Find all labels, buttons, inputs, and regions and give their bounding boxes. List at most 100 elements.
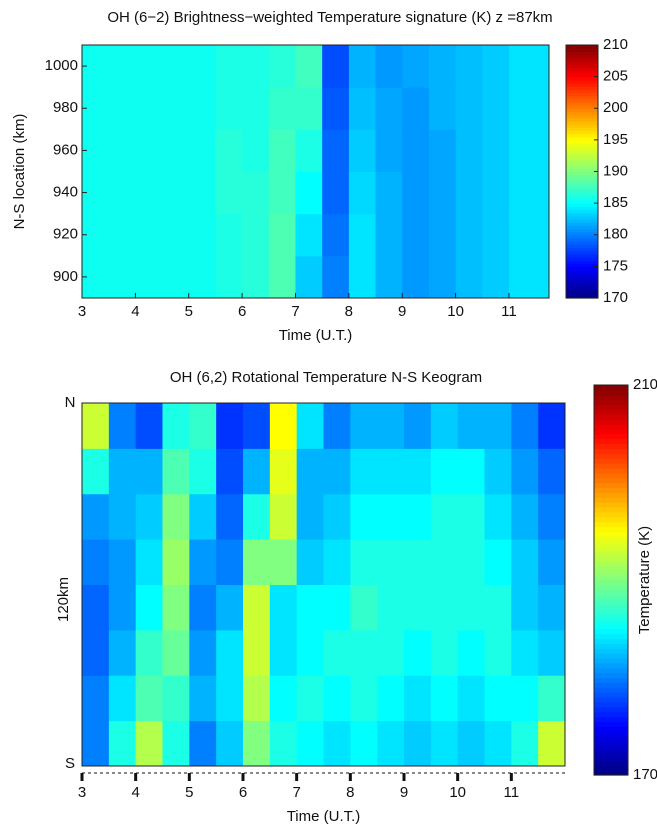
heat-cell: [268, 213, 296, 257]
colorbar-band: [566, 117, 598, 122]
heat-cell: [430, 584, 459, 631]
heat-cell: [296, 629, 324, 676]
colorbar-band: [594, 443, 628, 449]
colorbar-band: [566, 57, 598, 62]
heat-cell: [82, 584, 110, 631]
heat-cell: [108, 129, 136, 172]
heat-cell: [538, 675, 566, 722]
chart-title: OH (6,2) Rotational Temperature N-S Keog…: [170, 369, 482, 386]
heat-cell: [243, 675, 271, 722]
colorbar-band: [594, 492, 628, 498]
heat-cell: [322, 255, 350, 299]
heat-cell: [322, 129, 350, 172]
heat-cell: [511, 584, 539, 631]
x-axis-label: Time (U.T.): [287, 808, 361, 825]
colorbar-band: [566, 263, 598, 267]
heat-cell: [511, 539, 539, 585]
heat-cell: [216, 539, 244, 585]
heat-cell: [508, 129, 550, 172]
colorbar-band: [594, 502, 628, 508]
colorbar-band: [566, 215, 598, 220]
heat-cell: [538, 403, 566, 449]
heat-cell: [323, 584, 351, 631]
colorbar-band: [594, 628, 628, 635]
heat-cell: [482, 129, 510, 172]
heat-cell: [323, 720, 351, 767]
colorbar-band: [594, 516, 628, 523]
heat-cell: [484, 629, 512, 676]
heat-cell: [188, 45, 216, 88]
colorbar-tick-label: 205: [603, 68, 628, 85]
heat-cell: [428, 213, 457, 257]
x-axis-label: Time (U.T.): [279, 327, 353, 344]
colorbar-band: [566, 260, 598, 264]
heat-cell: [430, 403, 459, 449]
heat-cell: [511, 629, 539, 676]
heat-cell: [377, 539, 405, 585]
colorbar-band: [594, 619, 628, 625]
colorbar-band: [594, 472, 628, 479]
colorbar-band: [594, 697, 628, 703]
heat-cell: [243, 629, 271, 676]
colorbar-band: [566, 275, 598, 280]
colorbar-band: [566, 45, 598, 49]
colorbar-band: [566, 193, 598, 198]
heat-cell: [269, 539, 298, 585]
colorbar-tick-label: 180: [603, 226, 628, 243]
heat-cell: [216, 448, 244, 495]
heat-cell: [216, 584, 244, 631]
colorbar-band: [594, 385, 628, 391]
heat-cell: [242, 129, 270, 172]
heat-cell: [82, 629, 110, 676]
heat-cell: [402, 213, 430, 257]
heat-cell: [162, 584, 190, 631]
heat-cell: [188, 129, 216, 172]
heat-cell: [295, 255, 323, 299]
colorbar-band: [566, 63, 598, 68]
colorbar-band: [594, 550, 628, 557]
y-tick-label: 920: [53, 226, 78, 243]
chart-title: OH (6−2) Brightness−weighted Temperature…: [107, 9, 552, 26]
colorbar-band: [594, 526, 628, 532]
heat-cell: [162, 171, 190, 215]
heat-cell: [162, 213, 190, 257]
heat-cell: [402, 87, 430, 130]
colorbar-band: [566, 158, 598, 163]
heat-cell: [108, 720, 137, 767]
heat-cell: [484, 584, 512, 631]
heat-cell: [188, 87, 216, 130]
heat-cell: [242, 87, 270, 130]
x-tick-label: 6: [238, 303, 246, 320]
colorbar-band: [566, 218, 598, 223]
heat-cell: [108, 539, 137, 585]
heat-cell: [296, 584, 324, 631]
heat-cell: [215, 213, 243, 257]
x-tick-label: 3: [78, 784, 86, 801]
colorbar-band: [594, 604, 628, 610]
colorbar-band: [594, 399, 628, 406]
colorbar-band: [566, 60, 598, 65]
heat-cell: [82, 403, 110, 449]
x-tick-label: 8: [346, 784, 354, 801]
colorbar-band: [566, 212, 598, 217]
colorbar-band: [594, 755, 628, 761]
heat-cell: [404, 675, 432, 722]
heat-cell: [455, 129, 483, 172]
x-tick-label: 11: [501, 303, 517, 320]
heat-cell: [268, 255, 296, 299]
heat-cell: [484, 675, 512, 722]
colorbar-band: [594, 458, 628, 464]
heat-cell: [404, 403, 432, 449]
colorbar-band: [594, 706, 628, 713]
colorbar-band: [566, 250, 598, 255]
heat-cell: [350, 720, 378, 767]
heat-cell: [377, 629, 405, 676]
heat-cell: [404, 539, 432, 585]
heat-cell: [404, 629, 432, 676]
heat-cell: [404, 448, 432, 495]
heat-cell: [189, 493, 217, 540]
heat-cell: [428, 255, 457, 299]
colorbar-band: [594, 477, 628, 484]
heat-cell: [323, 539, 351, 585]
heat-cell: [216, 493, 244, 540]
